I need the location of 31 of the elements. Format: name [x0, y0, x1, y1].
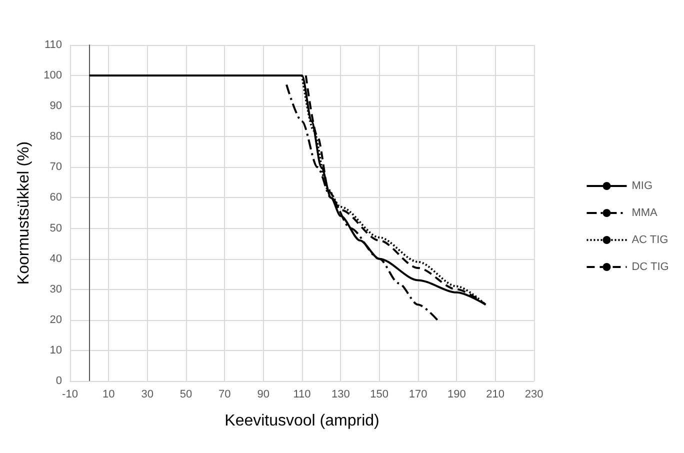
x-tick-label: 90 — [257, 388, 270, 400]
legend-label: MMA — [632, 207, 658, 219]
y-tick-label: 90 — [50, 100, 62, 112]
x-tick-label: 10 — [102, 388, 115, 400]
y-tick-label: 50 — [50, 222, 62, 234]
x-tick-label: 170 — [408, 388, 428, 400]
x-tick-label: 110 — [293, 388, 311, 400]
x-tick-label: -10 — [62, 388, 78, 400]
y-axis-title: Koormustsükkel (%) — [16, 141, 32, 285]
legend-label: DC TIG — [632, 261, 669, 273]
y-tick-label: 60 — [50, 192, 62, 204]
x-tick-label: 70 — [218, 388, 231, 400]
x-tick-label: 210 — [486, 388, 505, 400]
x-tick-label: 30 — [141, 388, 154, 400]
x-tick-label: 230 — [524, 388, 544, 400]
y-tick-label: 30 — [50, 283, 62, 296]
y-tick-label: 100 — [44, 70, 62, 82]
x-axis-title: Keevitusvool (amprid) — [224, 412, 380, 430]
y-tick-label: 20 — [50, 314, 62, 326]
y-tick-label: 70 — [50, 161, 62, 174]
y-tick-label: 40 — [50, 252, 62, 265]
x-tick-label: 50 — [180, 388, 192, 400]
x-tick-label: 150 — [370, 388, 389, 400]
y-tick-label: 80 — [50, 130, 62, 143]
y-tick-label: 10 — [50, 344, 62, 356]
legend-label: MIG — [632, 180, 653, 192]
x-tick-label: 190 — [447, 388, 466, 400]
y-tick-label: 0 — [56, 375, 62, 387]
y-tick-label: 110 — [44, 39, 62, 51]
x-tick-label: 130 — [331, 388, 350, 400]
legend-label: AC TIG — [632, 234, 668, 246]
